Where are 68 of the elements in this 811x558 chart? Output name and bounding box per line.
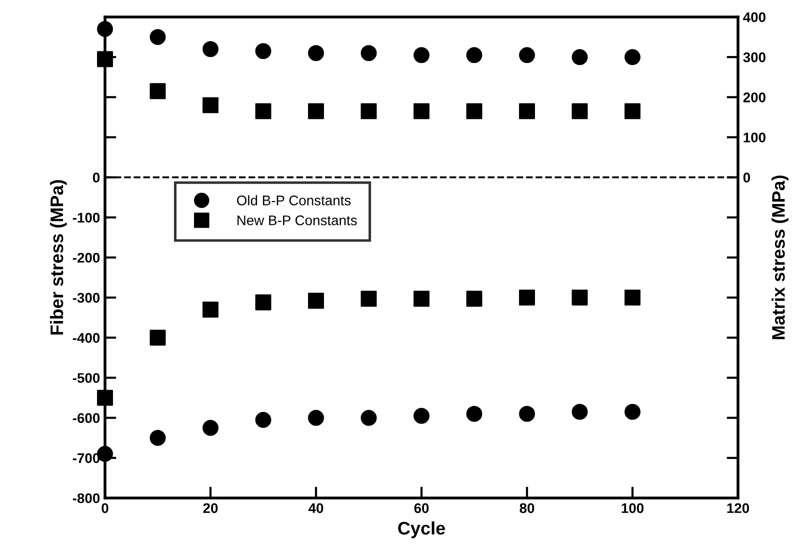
point (624, 290, 640, 306)
x-tick-label: 60 (414, 503, 429, 514)
point (202, 302, 218, 318)
y-tick-label: -300 (72, 292, 100, 303)
y-tick-label: -400 (72, 333, 100, 343)
point (414, 290, 430, 307)
point (624, 404, 640, 420)
point (466, 406, 482, 422)
point (97, 21, 113, 38)
y2-tick-label: 200 (743, 92, 766, 102)
point (308, 292, 324, 309)
point (466, 103, 482, 120)
point (572, 404, 588, 420)
x-tick-label: 40 (308, 503, 324, 514)
point (308, 410, 324, 426)
point (466, 290, 482, 307)
legend-label: Old B-P Constants (237, 195, 351, 206)
point (360, 410, 377, 426)
x-tick-label: 100 (622, 503, 644, 514)
point (519, 290, 535, 306)
point (150, 330, 166, 346)
x-tick-label: 120 (727, 503, 750, 514)
point (360, 45, 377, 62)
x-tick-label: 80 (520, 503, 534, 514)
point (572, 290, 588, 306)
point (308, 103, 324, 120)
point (97, 51, 113, 68)
point (519, 47, 535, 64)
y-axis-title: Fiber stress (MPa) (50, 180, 67, 335)
point (255, 43, 272, 60)
y2-tick-label: 400 (743, 12, 766, 22)
y-tick-label: -100 (72, 212, 100, 223)
point (150, 29, 166, 46)
point (572, 49, 588, 66)
point (360, 290, 377, 307)
y2-tick-label: 0 (743, 172, 750, 183)
x-tick-label: 20 (203, 503, 218, 514)
point (255, 294, 272, 310)
y-tick-label: -600 (72, 413, 100, 424)
point (255, 103, 272, 120)
point (360, 103, 377, 120)
point (97, 390, 113, 406)
point (414, 103, 430, 120)
y2-axis-title: Matrix stress (MPa) (772, 176, 788, 340)
point (255, 412, 272, 428)
point (572, 103, 588, 120)
point (519, 406, 535, 422)
point (202, 97, 218, 114)
point (624, 103, 640, 120)
x-axis-title: Cycle (398, 521, 445, 538)
y-tick-label: -500 (72, 373, 100, 383)
y-tick-label: 0 (92, 172, 100, 183)
point (414, 47, 430, 64)
point (202, 420, 218, 436)
point (150, 430, 166, 446)
y-tick-label: -200 (72, 252, 100, 263)
y-tick-label: -800 (72, 493, 100, 504)
point (150, 83, 166, 100)
point (308, 45, 324, 62)
point (624, 49, 640, 66)
point (414, 408, 430, 424)
point (202, 41, 218, 58)
y2-tick-label: 100 (744, 132, 766, 142)
point (466, 47, 482, 64)
y2-tick-label: 300 (743, 52, 766, 62)
x-tick-label: 0 (102, 503, 108, 514)
point (519, 103, 535, 120)
legend-label: New B-P Constants (237, 215, 357, 226)
